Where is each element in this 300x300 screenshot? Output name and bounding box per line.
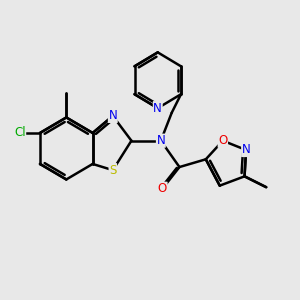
Text: N: N (108, 110, 117, 122)
Text: N: N (157, 134, 165, 147)
Text: S: S (109, 164, 116, 177)
Text: N: N (242, 143, 250, 157)
Text: O: O (158, 182, 167, 195)
Text: Cl: Cl (14, 127, 26, 140)
Text: O: O (218, 134, 227, 147)
Text: N: N (153, 102, 162, 115)
